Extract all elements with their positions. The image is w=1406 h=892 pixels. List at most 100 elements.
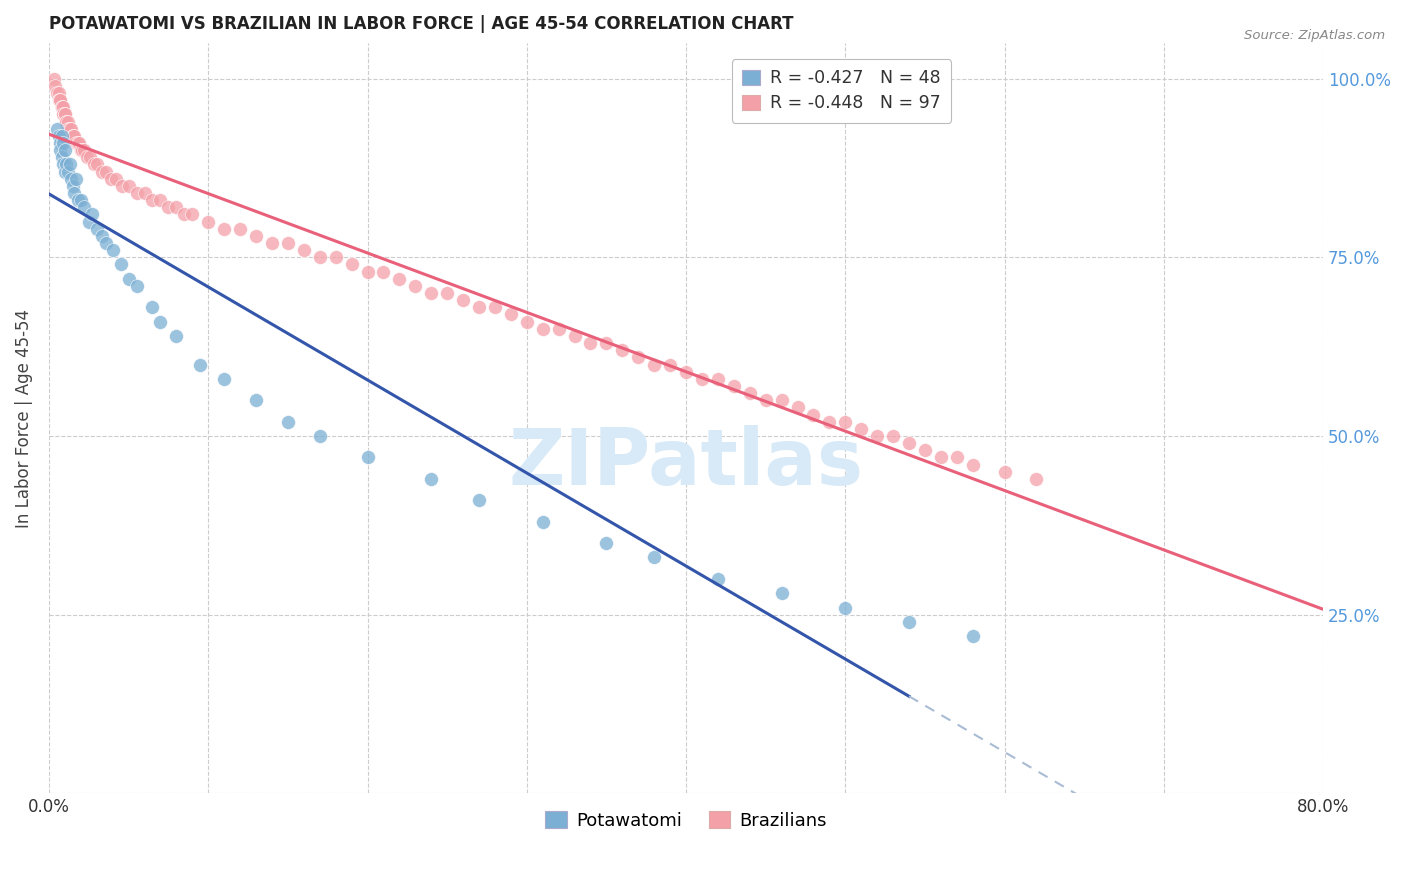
Point <box>59 157 82 171</box>
Point <box>79 150 101 164</box>
Point <box>468 301 491 315</box>
Point <box>308 429 330 443</box>
Point <box>117 178 139 193</box>
Point <box>48 128 70 143</box>
Point <box>66 136 89 150</box>
Point <box>53 107 76 121</box>
Point <box>564 329 586 343</box>
Point <box>277 235 299 250</box>
Point <box>451 293 474 308</box>
Point <box>51 100 73 114</box>
Point <box>125 186 148 200</box>
Point <box>659 358 682 372</box>
Point <box>69 143 91 157</box>
Point <box>292 243 315 257</box>
Point <box>643 550 665 565</box>
Point <box>181 207 204 221</box>
Point <box>63 186 86 200</box>
Point <box>420 286 443 301</box>
Point <box>690 372 713 386</box>
Point <box>62 178 84 193</box>
Point <box>67 136 90 150</box>
Point <box>770 586 793 600</box>
Point <box>90 164 112 178</box>
Point <box>83 157 105 171</box>
Point <box>45 121 67 136</box>
Point <box>738 386 761 401</box>
Point <box>579 336 602 351</box>
Point <box>62 128 84 143</box>
Point <box>612 343 634 358</box>
Point <box>962 629 984 643</box>
Point <box>898 615 921 629</box>
Point <box>49 93 72 107</box>
Point <box>388 271 411 285</box>
Point <box>212 221 235 235</box>
Point <box>104 171 127 186</box>
Point <box>52 136 75 150</box>
Point <box>770 393 793 408</box>
Point <box>946 450 969 465</box>
Point <box>627 351 650 365</box>
Point <box>356 450 378 465</box>
Point <box>468 493 491 508</box>
Point <box>141 193 163 207</box>
Point <box>141 301 163 315</box>
Point <box>86 157 108 171</box>
Point <box>245 393 267 408</box>
Point <box>117 271 139 285</box>
Point <box>212 372 235 386</box>
Point <box>595 536 617 550</box>
Text: ZIPatlas: ZIPatlas <box>509 425 863 501</box>
Point <box>245 228 267 243</box>
Point <box>111 178 134 193</box>
Point <box>165 200 187 214</box>
Point <box>834 415 856 429</box>
Point <box>125 279 148 293</box>
Point <box>65 171 87 186</box>
Point <box>56 164 79 178</box>
Point <box>516 315 538 329</box>
Point <box>340 257 363 271</box>
Text: Source: ZipAtlas.com: Source: ZipAtlas.com <box>1244 29 1385 42</box>
Point <box>308 250 330 264</box>
Point <box>86 221 108 235</box>
Point <box>52 100 75 114</box>
Point <box>229 221 252 235</box>
Point <box>962 458 984 472</box>
Point <box>51 100 73 114</box>
Point <box>66 193 89 207</box>
Point <box>134 186 156 200</box>
Point <box>49 136 72 150</box>
Point <box>707 572 730 586</box>
Point <box>90 228 112 243</box>
Point <box>63 128 86 143</box>
Point <box>994 465 1017 479</box>
Point <box>77 214 100 228</box>
Point <box>484 301 506 315</box>
Point <box>80 207 103 221</box>
Point <box>723 379 745 393</box>
Point <box>786 401 808 415</box>
Point <box>675 365 697 379</box>
Point <box>197 214 219 228</box>
Point <box>149 315 172 329</box>
Point <box>531 322 554 336</box>
Point <box>73 200 96 214</box>
Point <box>157 200 180 214</box>
Point <box>53 107 76 121</box>
Point <box>56 121 79 136</box>
Point <box>52 107 75 121</box>
Point <box>73 143 96 157</box>
Point <box>531 515 554 529</box>
Point <box>851 422 873 436</box>
Point <box>52 157 75 171</box>
Point <box>72 143 94 157</box>
Point <box>260 235 283 250</box>
Point <box>48 93 70 107</box>
Point <box>49 143 72 157</box>
Point <box>499 308 522 322</box>
Point <box>60 121 83 136</box>
Point <box>277 415 299 429</box>
Point <box>929 450 952 465</box>
